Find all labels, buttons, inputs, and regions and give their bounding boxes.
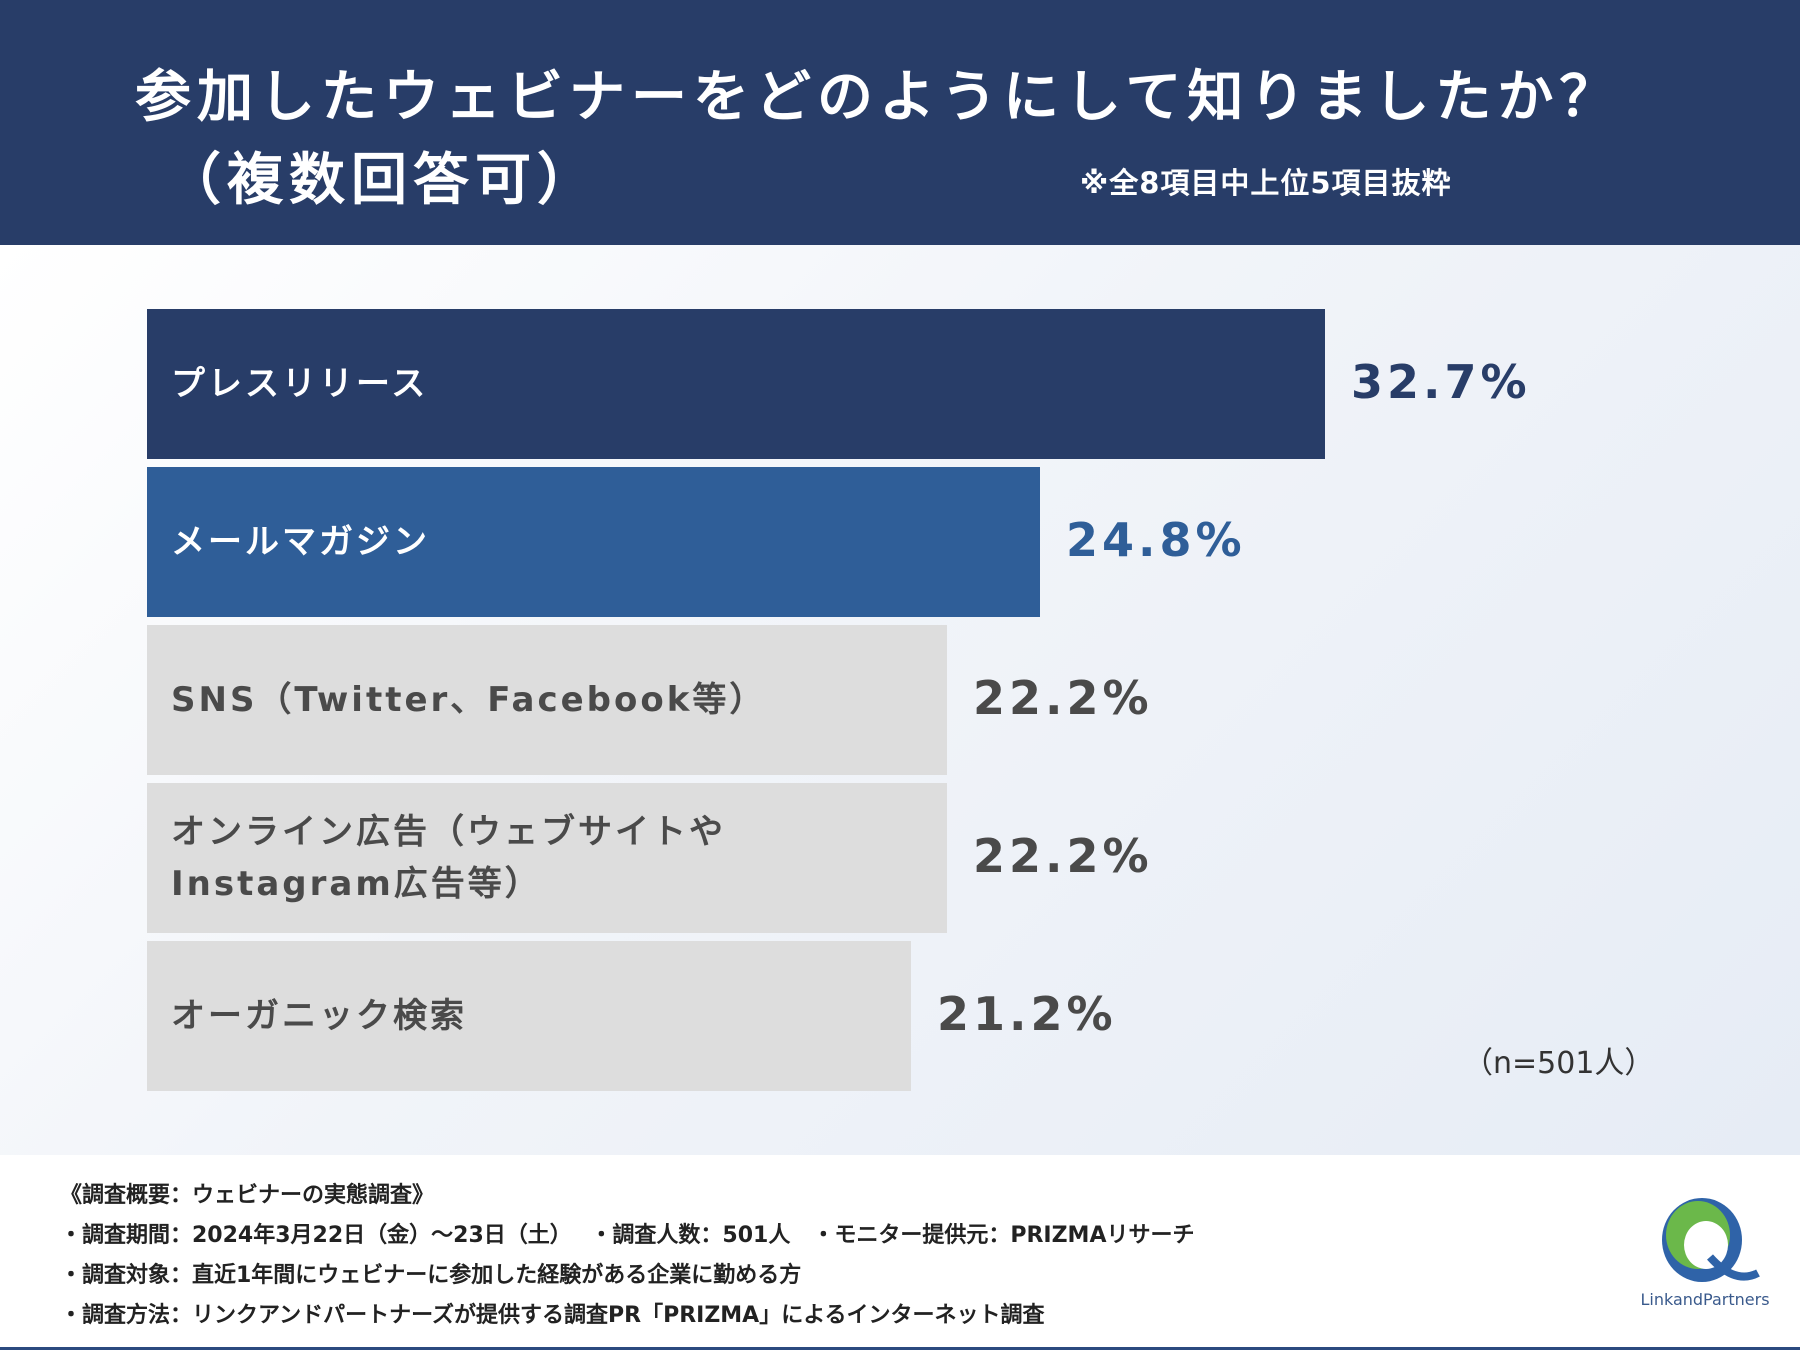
bar-label-3: SNS（Twitter、Facebook等） (171, 680, 767, 720)
chart-title: 参加したウェビナーをどのようにして知りましたか？ (135, 65, 1622, 130)
bar-4: オンライン広告（ウェブサイトや Instagram広告等） (147, 783, 947, 933)
sample-size-note: （n=501人） (1463, 1046, 1655, 1081)
bar-1: プレスリリース (147, 309, 1325, 459)
survey-period: ・調査期間：2024年3月22日（金）〜23日（土） ・調査人数：501人 ・モ… (60, 1223, 1195, 1248)
value-label-2: 24.8% (1066, 513, 1246, 567)
logo-wordmark: LinkandPartners (1640, 1290, 1770, 1309)
bar-5: オーガニック検索 (147, 941, 911, 1091)
survey-method: ・調査方法：リンクアンドパートナーズが提供する調査PR「PRIZMA」によるイン… (60, 1303, 1045, 1328)
value-label-3: 22.2% (973, 671, 1153, 725)
bar-3: SNS（Twitter、Facebook等） (147, 625, 947, 775)
survey-target: ・調査対象：直近1年間にウェビナーに参加した経験がある企業に勤める方 (60, 1263, 802, 1288)
bar-label-1: プレスリリース (171, 364, 429, 404)
survey-heading: 《調査概要：ウェビナーの実態調査》 (60, 1183, 435, 1208)
header-banner: 参加したウェビナーをどのようにして知りましたか？ （複数回答可） ※全8項目中上… (0, 0, 1800, 245)
excerpt-note: ※全8項目中上位5項目抜粋 (1080, 166, 1452, 200)
value-label-1: 32.7% (1351, 355, 1531, 409)
value-label-4: 22.2% (973, 829, 1153, 883)
bar-2: メールマガジン (147, 467, 1040, 617)
bar-label-2: メールマガジン (171, 522, 430, 562)
company-logo (1662, 1198, 1760, 1282)
value-label-5: 21.2% (937, 987, 1117, 1041)
chart-subtitle: （複数回答可） (165, 148, 599, 213)
survey-footer: 《調査概要：ウェビナーの実態調査》 ・調査期間：2024年3月22日（金）〜23… (0, 1155, 1800, 1350)
bottom-rule (0, 1347, 1800, 1350)
bar-label-4: オンライン広告（ウェブサイトや Instagram広告等） (171, 812, 726, 904)
bar-label-5: オーガニック検索 (171, 996, 467, 1036)
